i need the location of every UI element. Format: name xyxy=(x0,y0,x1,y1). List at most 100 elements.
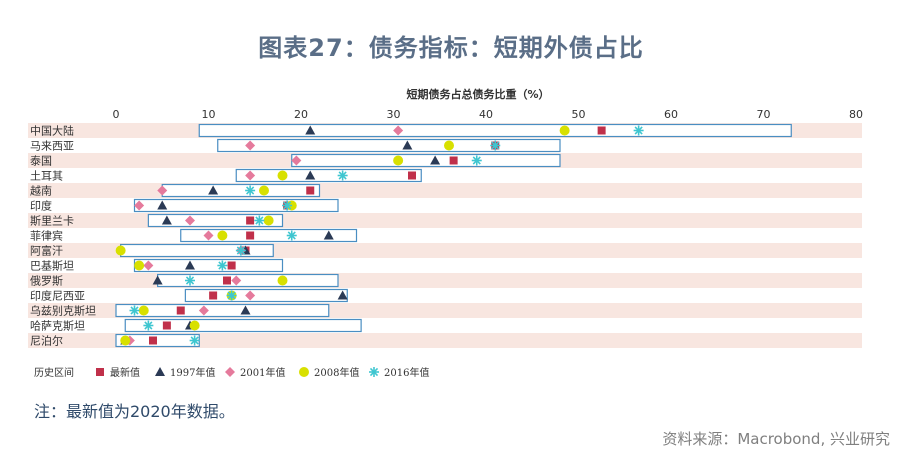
marker-y2001 xyxy=(157,185,168,196)
y-tick-label: 土耳其 xyxy=(30,170,63,183)
marker-y1997 xyxy=(157,200,168,210)
marker-y2008 xyxy=(277,275,288,286)
marker-y1997 xyxy=(161,215,172,225)
marker-y2016 xyxy=(217,260,228,271)
marker-latest xyxy=(246,231,255,240)
y-tick-label: 菲律宾 xyxy=(30,229,63,243)
marker-y2008 xyxy=(263,215,274,226)
marker-y2016 xyxy=(337,170,348,181)
x-axis-label: 短期债务占总债务比重（%） xyxy=(406,87,549,101)
legend-label: 2001年值 xyxy=(240,366,285,379)
y-tick-label: 阿富汗 xyxy=(30,244,63,258)
marker-latest xyxy=(597,126,606,135)
marker-latest xyxy=(223,276,231,285)
marker-y2008 xyxy=(115,245,126,256)
legend-marker-y2008 xyxy=(299,367,309,377)
range-box xyxy=(161,183,321,198)
range-box xyxy=(157,273,339,288)
marker-y1997 xyxy=(305,125,316,135)
legend-label: 历史区间 xyxy=(34,366,74,379)
y-tick-label: 斯里兰卡 xyxy=(30,215,74,228)
marker-y2016 xyxy=(143,320,154,331)
legend-marker-y2016 xyxy=(369,367,379,377)
marker-latest xyxy=(449,156,458,165)
y-tick-label: 俄罗斯 xyxy=(30,275,63,288)
marker-y2016 xyxy=(286,230,297,241)
range-box xyxy=(217,138,561,153)
marker-y2008 xyxy=(189,320,200,331)
legend: 历史区间 最新值 1997年值 2001年值 2008年值 2016年值 xyxy=(34,366,429,379)
y-tick-label: 中国大陆 xyxy=(30,124,74,138)
legend-marker-y1997 xyxy=(155,367,165,376)
marker-y2001 xyxy=(185,215,195,226)
marker-latest xyxy=(227,261,236,270)
range-box xyxy=(120,243,274,258)
marker-y1997 xyxy=(323,230,334,240)
marker-y1997 xyxy=(337,290,348,300)
x-tick-label: 10 xyxy=(202,108,216,121)
marker-y2001 xyxy=(245,290,256,301)
legend-label: 最新值 xyxy=(110,366,140,379)
y-tick-label: 越南 xyxy=(30,184,52,198)
x-tick-label: 70 xyxy=(757,108,771,121)
legend-marker-latest xyxy=(96,368,104,376)
marker-latest xyxy=(149,336,157,345)
marker-y2016 xyxy=(129,305,140,316)
marker-y2008 xyxy=(277,170,288,181)
x-tick-label: 0 xyxy=(113,108,120,121)
range-box xyxy=(184,288,348,303)
y-tick-label: 印度尼西亚 xyxy=(30,289,85,303)
marker-y2001 xyxy=(291,155,302,166)
row-band xyxy=(28,333,862,348)
x-tick-label: 60 xyxy=(664,108,678,121)
marker-y1997 xyxy=(152,275,163,285)
marker-latest xyxy=(162,321,171,330)
source-text: 资料来源：Macrobond, 兴业研究 xyxy=(662,430,890,448)
legend-marker-y2001 xyxy=(225,367,235,377)
marker-y2001 xyxy=(245,140,256,151)
marker-y2001 xyxy=(143,260,154,271)
marker-y2008 xyxy=(138,305,149,316)
marker-y2001 xyxy=(231,275,242,286)
range-box xyxy=(124,318,362,333)
marker-y1997 xyxy=(430,155,441,165)
marker-y2008 xyxy=(134,260,145,271)
y-tick-label: 马来西亚 xyxy=(30,140,74,153)
marker-y2016 xyxy=(235,245,246,256)
x-tick-label: 50 xyxy=(572,108,586,121)
x-tick-label: 80 xyxy=(849,108,863,121)
y-tick-label: 尼泊尔 xyxy=(30,335,63,348)
y-tick-label: 泰国 xyxy=(30,154,52,168)
marker-y1997 xyxy=(185,260,195,270)
y-tick-label: 乌兹别克斯坦 xyxy=(30,304,96,318)
x-axis-ticks: 0 10 20 30 40 50 60 70 80 xyxy=(113,108,864,121)
legend-label: 2008年值 xyxy=(314,366,359,379)
marker-latest xyxy=(209,291,218,300)
marker-y1997 xyxy=(402,140,413,150)
marker-latest xyxy=(246,216,255,225)
marker-y2016 xyxy=(226,290,237,301)
y-tick-label: 哈萨克斯坦 xyxy=(30,319,85,333)
row-band xyxy=(28,273,862,288)
marker-y2008 xyxy=(393,155,404,166)
marker-y2016 xyxy=(633,125,644,136)
marker-y2016 xyxy=(254,215,265,226)
marker-latest xyxy=(306,186,315,195)
marker-y2001 xyxy=(393,125,404,136)
marker-y2016 xyxy=(490,140,501,151)
marker-y2008 xyxy=(259,185,269,196)
y-tick-label: 巴基斯坦 xyxy=(30,259,74,273)
range-box xyxy=(291,153,561,168)
marker-y2001 xyxy=(198,305,209,316)
data-markers xyxy=(115,125,644,346)
x-tick-label: 40 xyxy=(479,108,493,121)
x-tick-label: 30 xyxy=(387,108,401,121)
legend-label: 1997年值 xyxy=(170,366,215,379)
chart-title: 图表27：债务指标：短期外债占比 xyxy=(258,34,644,62)
range-box xyxy=(198,123,792,138)
marker-y2008 xyxy=(559,125,570,136)
range-box xyxy=(235,168,422,183)
marker-y2001 xyxy=(134,200,145,211)
marker-y2016 xyxy=(185,275,195,286)
marker-y2001 xyxy=(203,230,214,241)
